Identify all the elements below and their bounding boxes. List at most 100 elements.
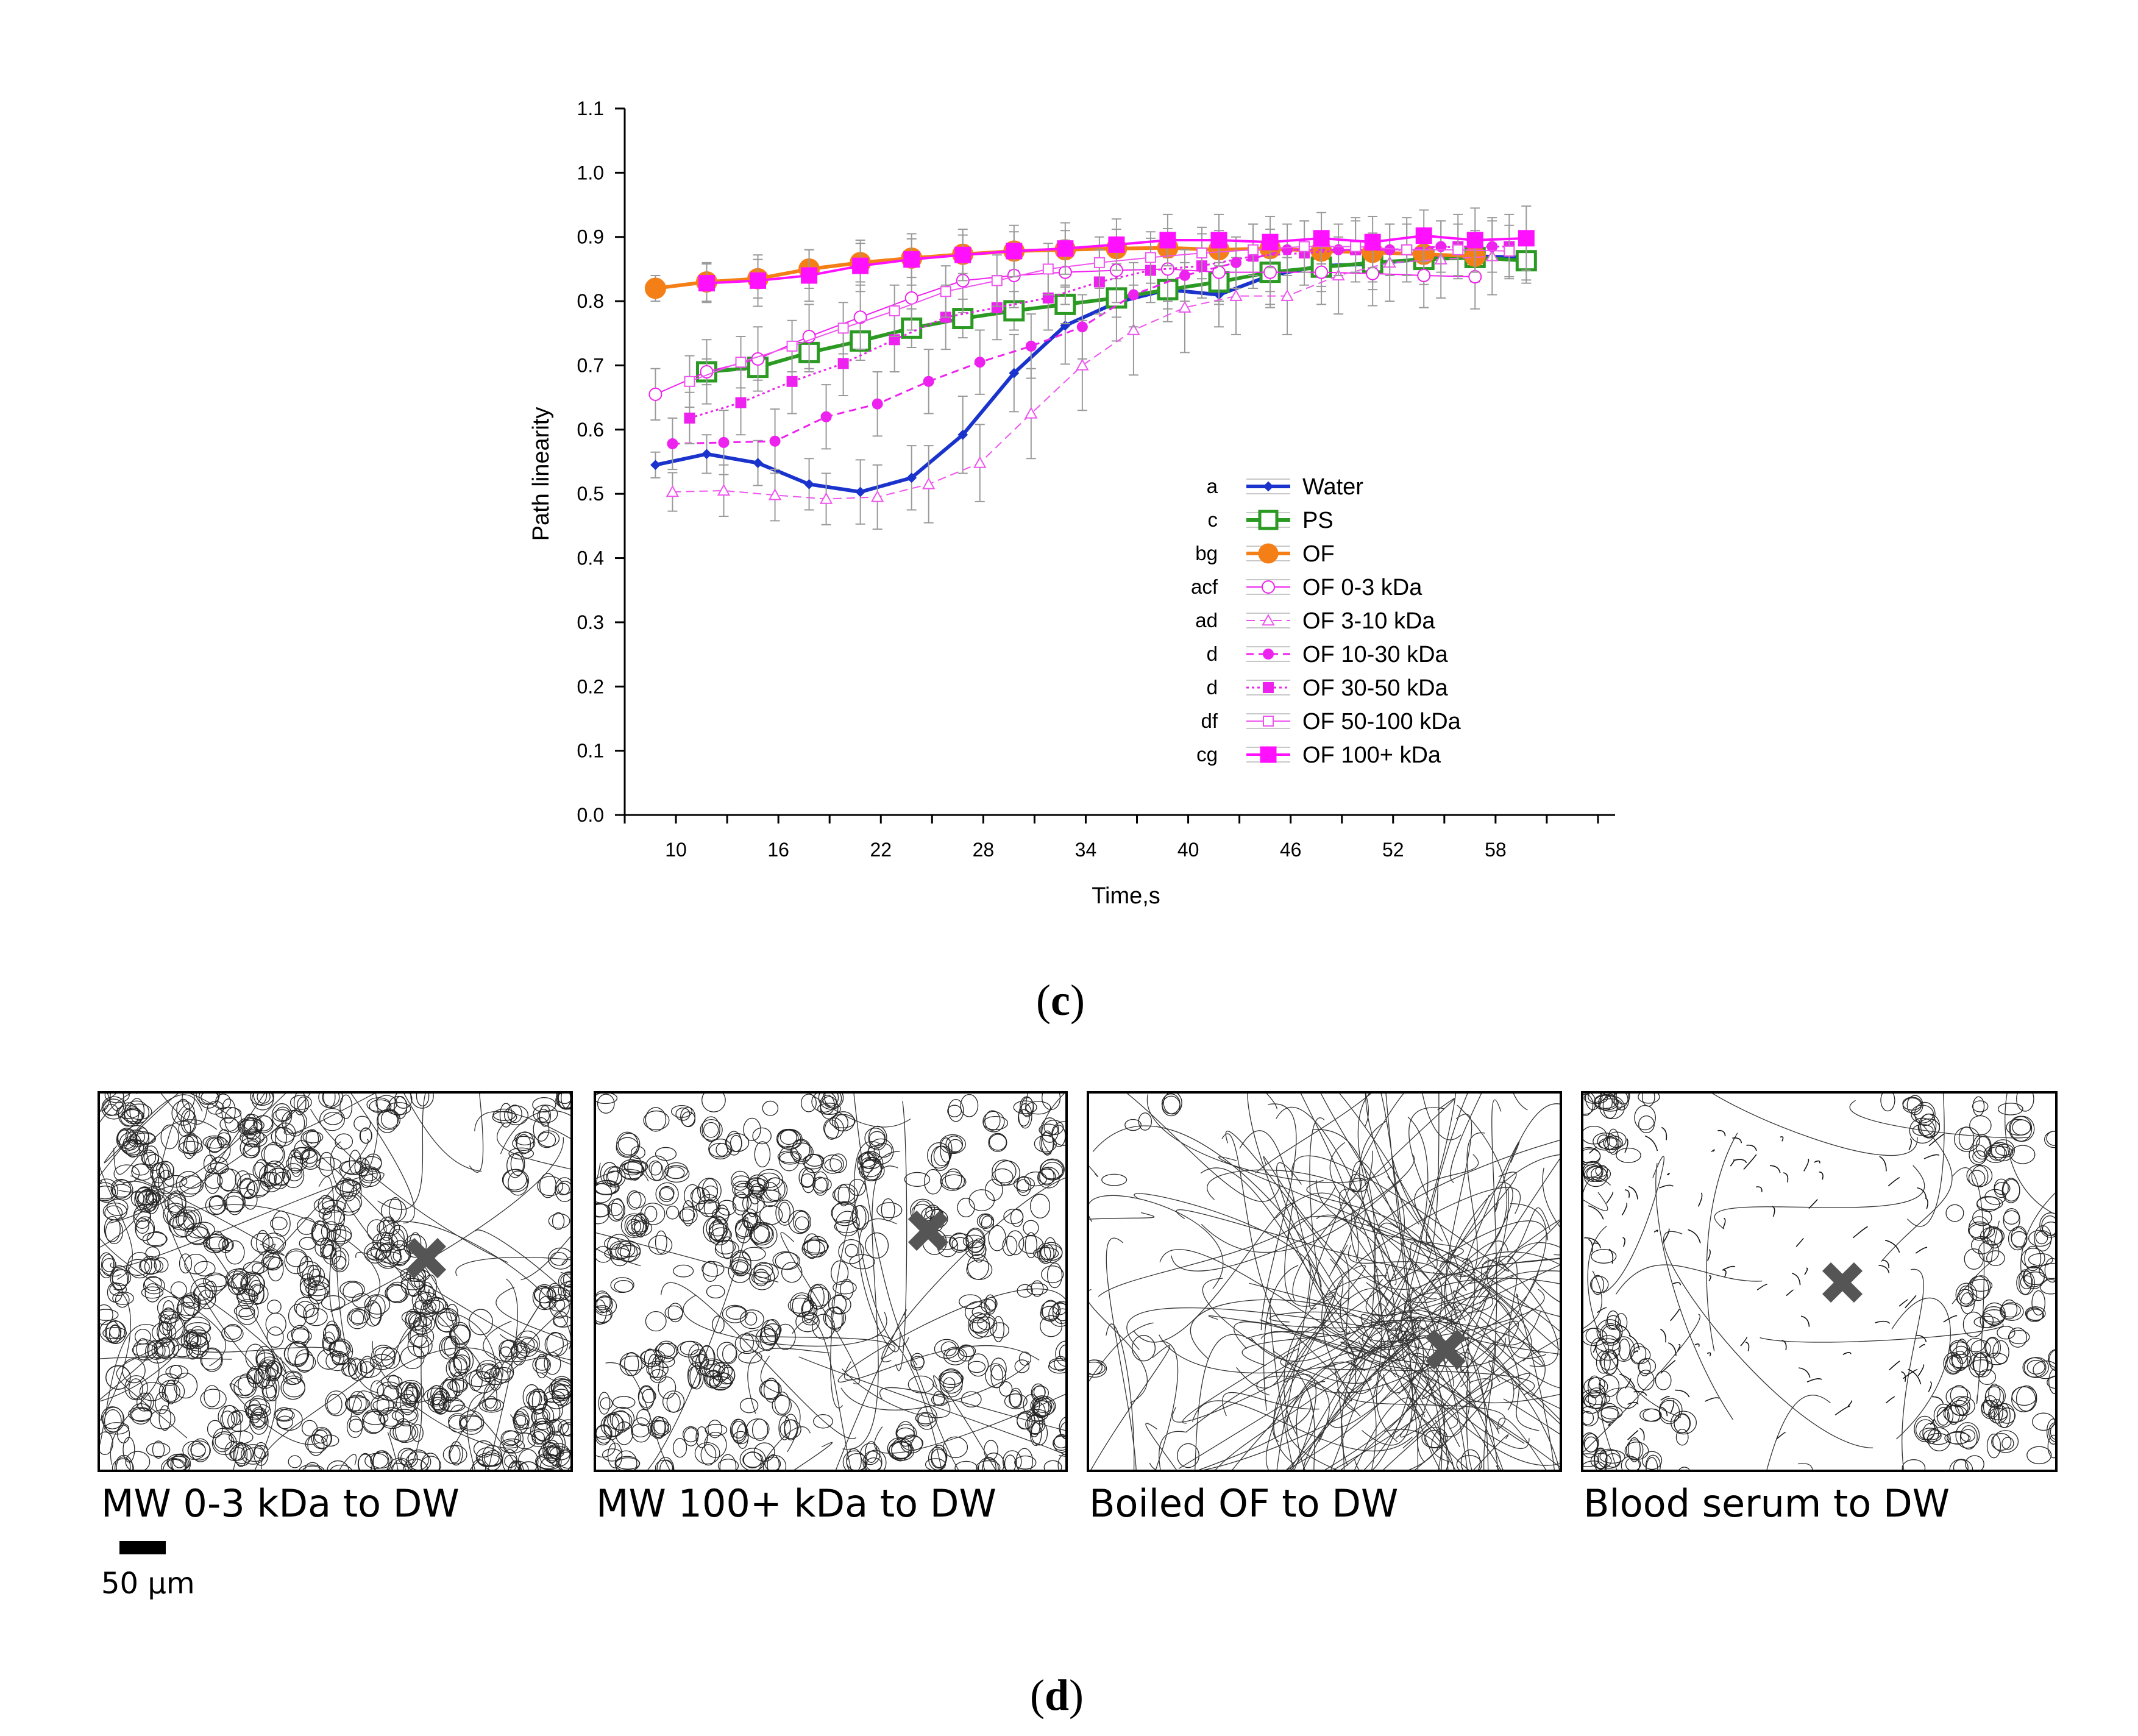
circular-track xyxy=(102,1407,125,1432)
circular-track xyxy=(1641,1094,1655,1107)
circular-track xyxy=(1051,1121,1065,1146)
legend-letter: bg xyxy=(1195,542,1218,564)
trajectory xyxy=(307,1141,456,1362)
circular-track xyxy=(1621,1456,1640,1470)
circular-track xyxy=(1059,1344,1065,1362)
circular-track xyxy=(522,1384,541,1410)
trajectory xyxy=(1358,1305,1483,1363)
circular-track xyxy=(1131,1335,1156,1362)
circular-track xyxy=(1598,1098,1623,1112)
trajectory xyxy=(199,1293,299,1384)
data-point xyxy=(1057,240,1074,257)
circular-track xyxy=(1992,1430,2019,1453)
circular-track xyxy=(948,1098,964,1122)
trajectory xyxy=(1092,1125,1337,1290)
circular-track xyxy=(725,1306,747,1320)
circular-track xyxy=(110,1265,129,1290)
circular-track xyxy=(2026,1446,2052,1465)
series-line xyxy=(655,254,1527,494)
circular-track xyxy=(658,1187,674,1203)
circular-track xyxy=(962,1234,985,1248)
circular-track xyxy=(219,1168,236,1192)
circular-track xyxy=(859,1159,885,1181)
short-track xyxy=(1677,1343,1681,1351)
circular-track xyxy=(793,1211,810,1233)
circular-track xyxy=(449,1378,468,1393)
circular-track xyxy=(1604,1350,1618,1375)
circular-track xyxy=(807,1287,831,1307)
trajectory xyxy=(1714,1165,1925,1229)
trajectory xyxy=(100,1101,190,1248)
circular-track xyxy=(824,1158,842,1172)
circular-track xyxy=(994,1160,1020,1186)
circular-track xyxy=(1953,1459,1969,1470)
short-track xyxy=(1688,1229,1701,1243)
circular-track xyxy=(682,1200,694,1226)
circular-track xyxy=(2008,1329,2030,1345)
circular-track xyxy=(643,1110,670,1131)
trajectory xyxy=(1283,1275,1388,1437)
series-line xyxy=(672,255,1493,500)
circular-track xyxy=(1945,1386,1971,1407)
circular-track xyxy=(503,1105,529,1125)
trajectory xyxy=(1455,1133,1485,1278)
circular-track xyxy=(1915,1419,1936,1440)
circular-track xyxy=(238,1373,254,1396)
legend-label: Water xyxy=(1302,474,1363,500)
circular-track xyxy=(717,1459,739,1470)
circular-track xyxy=(1591,1249,1617,1264)
circular-track xyxy=(1956,1289,1974,1307)
circular-track xyxy=(756,1169,783,1191)
circular-track xyxy=(659,1186,675,1200)
circular-track xyxy=(251,1284,265,1304)
circular-track xyxy=(1591,1275,1604,1295)
y-tick-label: 1.1 xyxy=(577,98,604,119)
circular-track xyxy=(327,1229,352,1242)
data-point xyxy=(753,458,763,469)
circular-track xyxy=(792,1294,811,1318)
trajectory xyxy=(1338,1189,1419,1314)
x-tick-label: 10 xyxy=(665,839,687,861)
trajectory xyxy=(338,1094,379,1186)
circular-track xyxy=(100,1178,118,1203)
circular-track xyxy=(2006,1119,2032,1136)
circular-track xyxy=(299,1256,314,1282)
circular-track xyxy=(380,1231,392,1259)
data-point xyxy=(1315,265,1329,279)
circular-track xyxy=(701,1178,718,1203)
circular-track xyxy=(1674,1414,1691,1434)
circular-track xyxy=(157,1373,180,1386)
circular-track xyxy=(230,1273,249,1295)
circular-track xyxy=(596,1295,613,1313)
circular-track xyxy=(2025,1306,2046,1321)
data-point xyxy=(1210,232,1227,249)
circular-track xyxy=(666,1392,681,1413)
circular-track xyxy=(184,1331,208,1346)
circular-track xyxy=(332,1250,347,1271)
circular-track xyxy=(925,1458,946,1470)
circular-track xyxy=(537,1176,564,1197)
data-point xyxy=(1401,244,1413,255)
trajectory xyxy=(1236,1326,1334,1389)
circular-track xyxy=(831,1202,858,1223)
circular-track xyxy=(1971,1236,1993,1254)
circular-track xyxy=(360,1127,372,1144)
circular-track xyxy=(247,1180,269,1198)
circular-track xyxy=(137,1392,152,1412)
circular-track xyxy=(383,1384,399,1401)
circular-track xyxy=(294,1353,316,1371)
circular-track xyxy=(1960,1292,1975,1314)
legend-letter: d xyxy=(1207,642,1218,665)
circular-track xyxy=(982,1115,1009,1131)
short-track xyxy=(1598,1383,1606,1396)
short-track xyxy=(1622,1237,1625,1247)
circular-track xyxy=(1955,1339,1969,1364)
circular-track xyxy=(117,1129,132,1147)
circular-track xyxy=(265,1360,282,1382)
circular-track xyxy=(609,1406,635,1431)
trajectory xyxy=(506,1303,570,1373)
circular-track xyxy=(1018,1109,1030,1126)
circular-track xyxy=(1009,1387,1023,1409)
circular-track xyxy=(169,1365,182,1379)
circular-track xyxy=(891,1438,910,1462)
